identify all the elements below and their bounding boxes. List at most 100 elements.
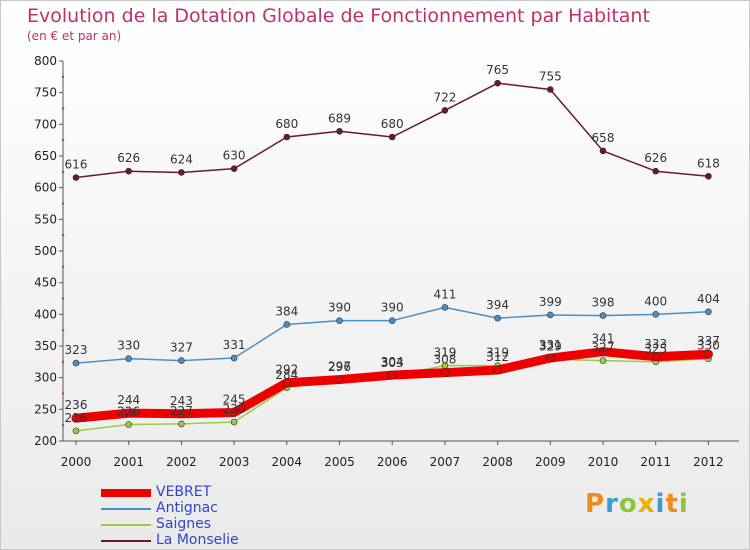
data-label-antignac: 390 — [328, 301, 351, 315]
x-tick-label: 2001 — [113, 455, 144, 469]
x-tick-label: 2004 — [272, 455, 303, 469]
logo-letter: r — [605, 489, 619, 519]
data-label-antignac: 400 — [644, 294, 667, 308]
data-label-saignes: 230 — [223, 402, 246, 416]
data-label-vebret: 245 — [223, 393, 246, 407]
y-tick-label: 250 — [34, 402, 57, 416]
data-label-saignes: 330 — [697, 339, 720, 353]
x-tick-label: 2011 — [640, 455, 671, 469]
y-minor-tick — [61, 423, 65, 427]
data-point-vebret — [335, 375, 344, 384]
data-point-antignac — [72, 359, 80, 367]
data-point-antignac — [546, 311, 554, 319]
data-point-saignes — [178, 420, 185, 428]
data-label-vebret: 236 — [65, 398, 88, 412]
data-label-la-monselie: 722 — [433, 90, 456, 104]
y-tick-label: 500 — [34, 244, 57, 258]
data-point-saignes — [72, 427, 80, 435]
data-label-saignes: 227 — [170, 404, 193, 418]
data-point-antignac — [705, 308, 712, 316]
x-tick-label: 2012 — [693, 455, 724, 469]
logo-letter: o — [618, 489, 638, 519]
chart-subtitle: (en € et par an) — [27, 29, 122, 43]
data-point-la-monselie — [72, 174, 80, 181]
y-tick-label: 650 — [34, 149, 57, 163]
legend-swatch — [101, 524, 151, 526]
data-label-vebret: 297 — [328, 360, 351, 374]
data-label-vebret: 312 — [486, 350, 509, 364]
data-label-saignes: 319 — [486, 346, 509, 360]
data-point-la-monselie — [652, 167, 660, 175]
data-label-vebret: 243 — [170, 394, 193, 408]
y-minor-tick — [61, 138, 65, 142]
data-label-la-monselie: 626 — [644, 151, 667, 165]
legend-swatch — [101, 489, 151, 497]
legend-label: La Monselie — [156, 532, 239, 548]
logo-letter: i — [678, 489, 689, 519]
data-label-la-monselie: 689 — [328, 111, 351, 125]
data-label-la-monselie: 680 — [275, 117, 298, 131]
data-point-antignac — [652, 311, 660, 318]
data-point-saignes — [599, 357, 607, 364]
data-point-antignac — [125, 355, 132, 362]
series-layer — [71, 79, 713, 435]
data-point-vebret — [493, 365, 502, 375]
data-label-vebret: 308 — [433, 353, 456, 367]
data-label-saignes: 327 — [592, 341, 615, 355]
data-label-antignac: 399 — [539, 295, 562, 309]
data-label-la-monselie: 658 — [592, 131, 615, 145]
y-tick-label: 550 — [34, 212, 57, 226]
data-label-antignac: 327 — [170, 341, 193, 355]
data-label-vebret: 292 — [275, 363, 298, 377]
y-tick-label: 400 — [34, 307, 57, 321]
data-point-vebret — [704, 349, 713, 359]
data-point-la-monselie — [705, 172, 712, 180]
legend-swatch — [101, 540, 151, 542]
data-label-antignac: 398 — [592, 296, 615, 310]
data-label-la-monselie: 616 — [65, 158, 88, 172]
data-point-antignac — [230, 354, 238, 362]
y-minor-tick — [61, 328, 65, 332]
data-point-vebret — [545, 353, 555, 363]
data-point-antignac — [599, 312, 607, 319]
data-label-saignes: 216 — [65, 411, 88, 425]
x-tick-label: 2005 — [324, 455, 355, 469]
x-tick-label: 2006 — [377, 455, 408, 469]
axes: 200 250 300 350 400 450 500 550 600 650 700 750 800 2… — [34, 54, 739, 469]
y-tick-label: 300 — [34, 371, 57, 385]
x-tick-label: 2008 — [482, 455, 513, 469]
data-point-antignac — [388, 317, 396, 324]
data-label-vebret: 244 — [117, 393, 140, 407]
y-minor-tick — [61, 75, 65, 79]
data-point-la-monselie — [388, 133, 396, 141]
y-tick-label: 450 — [34, 276, 57, 290]
data-point-vebret — [387, 370, 397, 380]
data-label-la-monselie: 618 — [697, 156, 720, 170]
data-label-la-monselie: 765 — [486, 63, 509, 77]
y-tick-label: 750 — [34, 86, 57, 100]
data-point-la-monselie — [178, 169, 185, 176]
data-label-la-monselie: 626 — [117, 151, 140, 165]
y-tick-label: 350 — [34, 339, 57, 353]
data-point-antignac — [494, 314, 501, 322]
data-point-antignac — [441, 304, 449, 311]
data-label-la-monselie: 630 — [223, 149, 246, 163]
chart-title: Evolution de la Dotation Globale de Fonc… — [27, 5, 650, 27]
data-point-la-monselie — [230, 165, 238, 172]
y-minor-tick — [61, 297, 65, 300]
data-label-vebret: 337 — [697, 334, 720, 348]
data-label-antignac: 411 — [433, 287, 456, 301]
y-minor-tick — [61, 233, 65, 237]
data-point-la-monselie — [125, 167, 132, 175]
data-label-antignac: 390 — [381, 301, 404, 315]
data-point-vebret — [71, 413, 81, 423]
data-point-vebret — [177, 409, 186, 419]
data-point-la-monselie — [546, 86, 554, 93]
data-label-antignac: 384 — [275, 304, 298, 318]
logo-letter: P — [585, 489, 606, 519]
y-minor-tick — [61, 170, 65, 174]
data-label-antignac: 404 — [697, 292, 720, 306]
data-label-saignes: 303 — [381, 356, 404, 370]
data-point-la-monselie — [336, 128, 343, 135]
